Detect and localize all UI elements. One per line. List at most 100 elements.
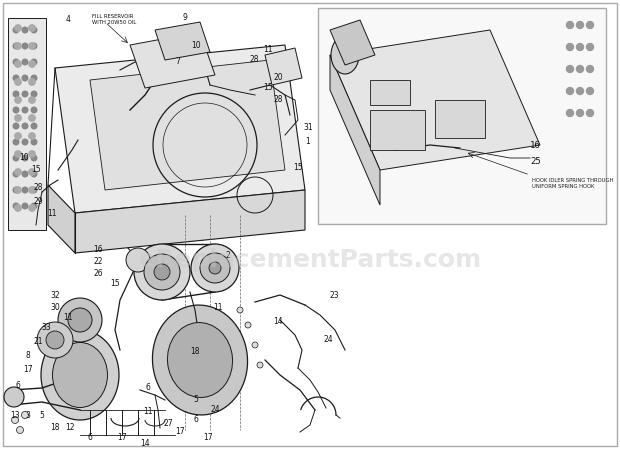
Circle shape xyxy=(567,44,574,50)
Circle shape xyxy=(587,22,593,28)
Ellipse shape xyxy=(167,322,232,397)
Ellipse shape xyxy=(53,343,107,408)
Ellipse shape xyxy=(41,330,119,420)
Text: 13: 13 xyxy=(10,410,20,419)
Text: 14: 14 xyxy=(140,439,150,448)
Text: 28: 28 xyxy=(33,184,43,193)
Text: 15: 15 xyxy=(110,279,120,289)
Circle shape xyxy=(29,79,35,85)
Circle shape xyxy=(29,61,35,67)
Circle shape xyxy=(46,331,64,349)
Text: 8: 8 xyxy=(25,352,30,361)
Text: 5: 5 xyxy=(193,396,198,405)
Circle shape xyxy=(58,298,102,342)
Text: 26: 26 xyxy=(93,269,103,278)
Circle shape xyxy=(31,171,37,177)
Text: 28: 28 xyxy=(273,96,283,105)
Text: 30: 30 xyxy=(50,304,60,313)
Circle shape xyxy=(144,254,180,290)
Circle shape xyxy=(15,205,21,211)
Text: 17: 17 xyxy=(203,433,213,443)
Circle shape xyxy=(31,203,37,209)
Circle shape xyxy=(567,66,574,72)
Text: 6: 6 xyxy=(87,433,92,443)
Circle shape xyxy=(13,139,19,145)
Circle shape xyxy=(567,22,574,28)
Circle shape xyxy=(567,88,574,94)
Text: 17: 17 xyxy=(23,365,33,374)
Circle shape xyxy=(577,110,583,116)
Text: 11: 11 xyxy=(63,313,73,322)
Text: 15: 15 xyxy=(293,163,303,172)
Text: 17: 17 xyxy=(117,433,127,443)
Circle shape xyxy=(13,123,19,129)
Text: 25: 25 xyxy=(530,158,541,167)
Circle shape xyxy=(15,97,21,103)
Circle shape xyxy=(237,307,243,313)
Polygon shape xyxy=(48,185,75,253)
Circle shape xyxy=(13,187,19,193)
Circle shape xyxy=(31,187,37,193)
Circle shape xyxy=(22,203,28,209)
Text: FILL RESERVOIR
WITH 20W50 OIL: FILL RESERVOIR WITH 20W50 OIL xyxy=(92,14,136,25)
Circle shape xyxy=(31,123,37,129)
Bar xyxy=(435,100,485,138)
Bar xyxy=(370,110,425,150)
Circle shape xyxy=(577,44,583,50)
Text: 17: 17 xyxy=(175,427,185,436)
Polygon shape xyxy=(155,22,210,60)
Polygon shape xyxy=(130,32,215,88)
Circle shape xyxy=(13,203,19,209)
Circle shape xyxy=(15,133,21,139)
Text: 6: 6 xyxy=(146,383,151,392)
Circle shape xyxy=(17,427,24,433)
Circle shape xyxy=(245,322,251,328)
Text: 32: 32 xyxy=(50,291,60,300)
Text: 16: 16 xyxy=(530,141,541,150)
Circle shape xyxy=(15,43,21,49)
Circle shape xyxy=(31,27,37,33)
Circle shape xyxy=(22,187,28,193)
Text: 27: 27 xyxy=(163,419,173,428)
Text: 12: 12 xyxy=(65,423,75,431)
Circle shape xyxy=(126,248,150,272)
Text: 22: 22 xyxy=(93,257,103,267)
Circle shape xyxy=(15,61,21,67)
Circle shape xyxy=(13,59,19,65)
Text: HOOK IDLER SPRING THROUGH
UNIFORM SPRING HOOK: HOOK IDLER SPRING THROUGH UNIFORM SPRING… xyxy=(532,178,613,189)
Circle shape xyxy=(13,27,19,33)
Circle shape xyxy=(209,262,221,274)
Circle shape xyxy=(13,155,19,161)
Polygon shape xyxy=(330,20,375,65)
Text: 10: 10 xyxy=(19,154,29,163)
Circle shape xyxy=(577,88,583,94)
Polygon shape xyxy=(75,190,305,253)
Circle shape xyxy=(31,43,37,49)
Bar xyxy=(370,80,410,105)
Circle shape xyxy=(567,110,574,116)
Circle shape xyxy=(22,27,28,33)
Ellipse shape xyxy=(331,36,359,74)
Circle shape xyxy=(22,75,28,81)
Polygon shape xyxy=(8,18,46,230)
Circle shape xyxy=(29,205,35,211)
Circle shape xyxy=(577,22,583,28)
Circle shape xyxy=(22,123,28,129)
Text: 28: 28 xyxy=(249,56,259,65)
Text: 18: 18 xyxy=(50,423,60,431)
Polygon shape xyxy=(90,60,285,190)
Text: 31: 31 xyxy=(303,123,313,132)
Circle shape xyxy=(252,342,258,348)
Circle shape xyxy=(29,115,35,121)
Text: 14: 14 xyxy=(273,317,283,326)
Text: 29: 29 xyxy=(33,198,43,207)
Circle shape xyxy=(31,155,37,161)
Text: 2: 2 xyxy=(226,251,231,260)
Circle shape xyxy=(29,151,35,157)
Polygon shape xyxy=(330,55,380,205)
Polygon shape xyxy=(330,30,540,170)
Circle shape xyxy=(31,107,37,113)
Circle shape xyxy=(15,169,21,175)
Circle shape xyxy=(12,417,19,423)
Circle shape xyxy=(13,43,19,49)
